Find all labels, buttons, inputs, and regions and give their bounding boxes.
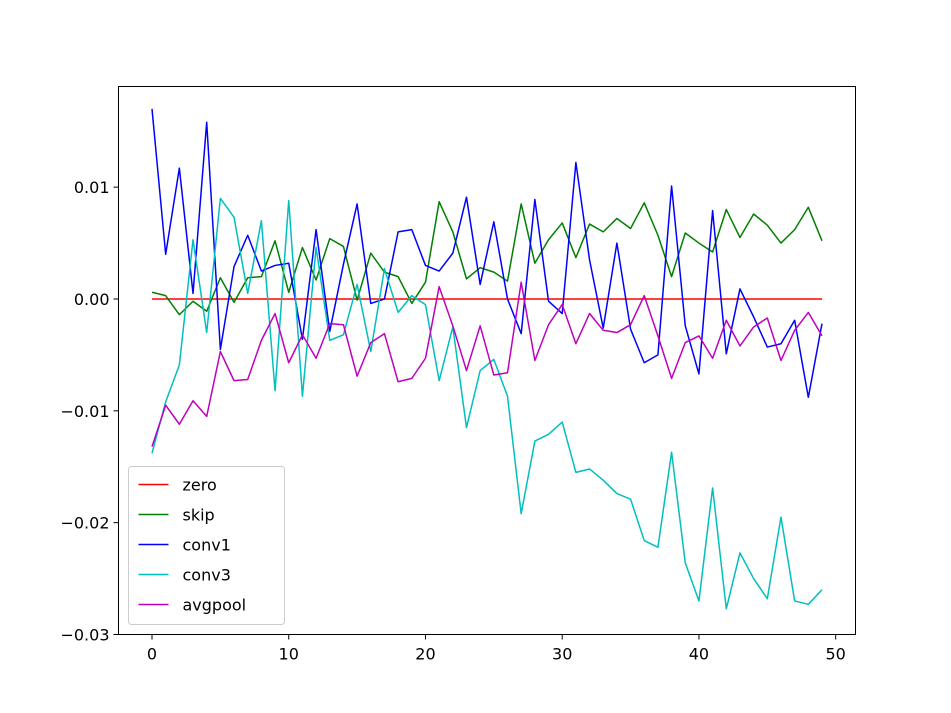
legend-label-zero: zero xyxy=(183,476,217,495)
y-tick-label: −0.02 xyxy=(60,514,109,533)
y-tick-label: 0.00 xyxy=(74,290,110,309)
legend-label-skip: skip xyxy=(183,506,215,525)
y-tick-label: 0.01 xyxy=(74,178,110,197)
x-tick-label: 30 xyxy=(552,645,572,664)
legend: zero skip conv1 conv3 avgpool xyxy=(128,466,285,625)
legend-label-avgpool: avgpool xyxy=(183,596,247,615)
y-tick-label: −0.03 xyxy=(60,626,109,645)
series-line-conv1 xyxy=(151,108,823,399)
y-axis: −0.03 −0.02 −0.01 0.00 0.01 xyxy=(60,178,119,645)
series-line-avgpool xyxy=(151,281,823,447)
x-tick-label: 10 xyxy=(279,645,299,664)
legend-label-conv3: conv3 xyxy=(183,566,231,585)
x-tick-label: 40 xyxy=(689,645,709,664)
series-line-conv3 xyxy=(151,197,823,610)
series-layer xyxy=(151,108,823,610)
plot-frame xyxy=(118,86,856,635)
y-tick-label: −0.01 xyxy=(60,402,109,421)
legend-label-conv1: conv1 xyxy=(183,536,231,555)
x-axis: 0 10 20 30 40 50 xyxy=(147,634,846,664)
legend-box xyxy=(128,466,285,625)
x-tick-label: 20 xyxy=(415,645,435,664)
x-tick-label: 0 xyxy=(147,645,157,664)
x-tick-label: 50 xyxy=(825,645,845,664)
